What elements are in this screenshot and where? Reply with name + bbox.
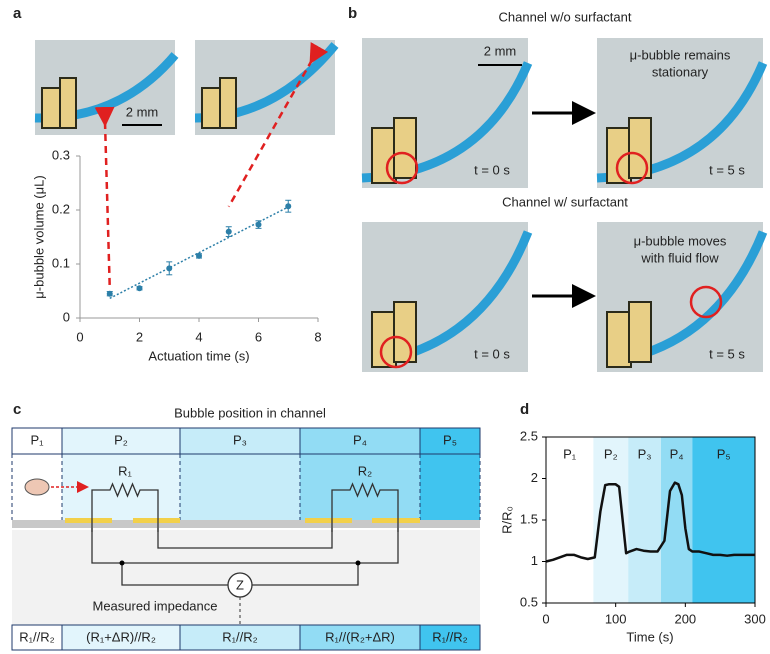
position-label: P₃ — [233, 432, 247, 447]
position-label: P₄ — [353, 432, 367, 447]
note: with fluid flow — [640, 250, 719, 265]
x-tick-label: 0 — [76, 329, 83, 344]
y-tick-label: 0 — [63, 309, 70, 324]
position-label: P₅ — [443, 432, 457, 447]
region — [546, 437, 593, 603]
electrode — [202, 88, 220, 128]
panel-label: c — [13, 401, 21, 418]
note: μ-bubble moves — [634, 233, 727, 248]
resistor-label: R₁ — [118, 463, 132, 478]
resistor-label: R₂ — [358, 463, 372, 478]
time-label: t = 5 s — [709, 162, 745, 177]
electrode — [42, 88, 60, 128]
x-axis-label: Time (s) — [626, 629, 673, 644]
impedance-label: (R₁+ΔR)//R₂ — [86, 629, 156, 644]
bubble — [25, 479, 49, 495]
title: Bubble position in channel — [174, 405, 326, 420]
meter-caption: Measured impedance — [92, 598, 217, 613]
title: Channel w/ surfactant — [502, 194, 628, 209]
electrode — [60, 78, 76, 128]
time-label: t = 0 s — [474, 162, 510, 177]
region-label: P₂ — [604, 446, 618, 461]
x-tick-label: 100 — [605, 611, 627, 626]
x-tick-label: 200 — [674, 611, 696, 626]
figure: a 2 mm 0 2 4 6 8 0 0.1 0.2 0.3 Actuation time (s) μ-… — [0, 0, 770, 654]
panel-label: d — [520, 401, 529, 418]
electrode — [394, 118, 416, 178]
impedance-label: R₁//R₂ — [432, 629, 467, 644]
impedance-label: R₁//(R₂+ΔR) — [325, 629, 395, 644]
region — [628, 437, 661, 603]
scale-label: 2 mm — [484, 43, 517, 58]
x-tick-label: 4 — [195, 329, 202, 344]
position-label: P₁ — [30, 432, 44, 447]
point — [196, 253, 202, 259]
y-tick-label: 2.5 — [520, 428, 538, 443]
note: stationary — [652, 64, 709, 79]
region — [692, 437, 755, 603]
meter-label: Z — [236, 577, 244, 592]
point — [166, 265, 172, 271]
impedance-label: R₁//R₂ — [19, 629, 54, 644]
channel-zone — [420, 454, 480, 520]
y-axis-label: μ-bubble volume (μL) — [31, 175, 46, 298]
y-tick-label: 1.5 — [520, 511, 538, 526]
electrode — [394, 302, 416, 362]
y-tick-label: 1 — [531, 553, 538, 568]
x-tick-label: 2 — [136, 329, 143, 344]
x-tick-label: 8 — [314, 329, 321, 344]
region-label: P₃ — [638, 446, 652, 461]
x-tick-label: 300 — [744, 611, 766, 626]
y-axis-label: R/R₀ — [499, 506, 514, 534]
scale-label: 2 mm — [126, 104, 159, 119]
electrode — [305, 518, 352, 523]
panel-label: b — [348, 5, 357, 22]
position-label: P₂ — [114, 432, 128, 447]
y-tick-label: 0.2 — [52, 201, 70, 216]
electrode — [607, 312, 631, 367]
region-label: P₅ — [717, 446, 731, 461]
y-tick-label: 0.3 — [52, 147, 70, 162]
note: μ-bubble remains — [630, 47, 731, 62]
electrode — [65, 518, 112, 523]
node — [120, 561, 125, 566]
point — [226, 229, 232, 235]
point — [107, 291, 113, 297]
x-tick-label: 6 — [255, 329, 262, 344]
point — [256, 222, 262, 228]
x-tick-label: 0 — [542, 611, 549, 626]
point — [285, 203, 291, 209]
x-axis-label: Actuation time (s) — [148, 348, 249, 363]
y-tick-label: 2 — [531, 470, 538, 485]
electrode — [220, 78, 236, 128]
point — [137, 285, 143, 291]
node — [356, 561, 361, 566]
page: {"chart_data": [ {"type": "scatter", "pa… — [0, 0, 770, 654]
title: Channel w/o surfactant — [499, 9, 632, 24]
arrow — [105, 122, 110, 288]
time-label: t = 5 s — [709, 346, 745, 361]
electrode — [372, 518, 420, 523]
channel-zone — [180, 454, 300, 520]
electrode — [133, 518, 180, 523]
panel-label: a — [13, 5, 22, 22]
electrode — [629, 302, 651, 362]
impedance-label: R₁//R₂ — [222, 629, 257, 644]
y-tick-label: 0.1 — [52, 255, 70, 270]
region-label: P₄ — [670, 446, 684, 461]
region-label: P₁ — [563, 446, 577, 461]
y-tick-label: 0.5 — [520, 594, 538, 609]
time-label: t = 0 s — [474, 346, 510, 361]
